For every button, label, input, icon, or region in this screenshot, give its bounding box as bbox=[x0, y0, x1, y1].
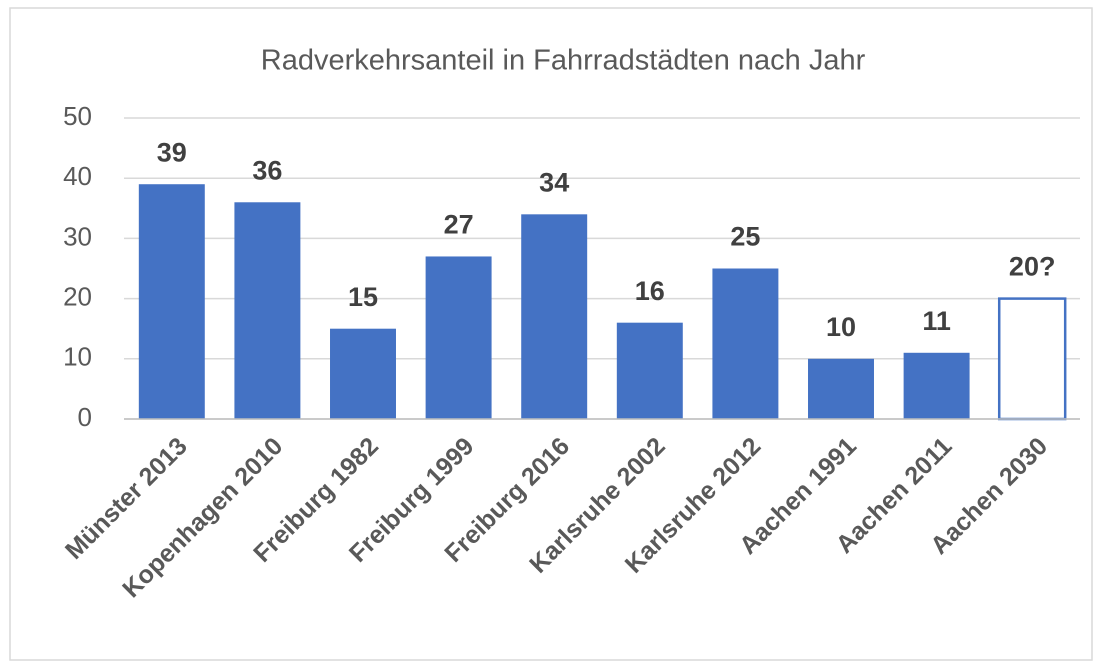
data-label: 36 bbox=[252, 155, 282, 185]
bar bbox=[521, 214, 588, 419]
y-tick-label: 20 bbox=[63, 281, 92, 311]
data-label: 16 bbox=[635, 276, 665, 306]
bar bbox=[425, 256, 492, 419]
y-tick-label: 10 bbox=[63, 342, 92, 372]
y-tick-label: 0 bbox=[78, 402, 92, 432]
bar bbox=[234, 202, 301, 419]
data-label: 25 bbox=[730, 222, 760, 252]
y-tick-label: 50 bbox=[63, 101, 92, 131]
y-tick-label: 40 bbox=[63, 161, 92, 191]
chart-title: Radverkehrsanteil in Fahrradstädten nach… bbox=[261, 45, 866, 77]
data-label: 39 bbox=[157, 137, 187, 167]
bar bbox=[903, 352, 970, 419]
bar bbox=[997, 297, 1067, 421]
y-tick-label: 30 bbox=[63, 221, 92, 251]
data-label: 34 bbox=[539, 167, 569, 197]
bar bbox=[808, 358, 874, 419]
data-label: 20? bbox=[1009, 252, 1056, 282]
data-label: 27 bbox=[444, 210, 474, 240]
bar bbox=[712, 268, 779, 419]
data-label: 10 bbox=[826, 312, 856, 342]
bar bbox=[616, 322, 683, 419]
data-label: 11 bbox=[922, 306, 951, 336]
bar bbox=[138, 184, 205, 419]
data-label: 15 bbox=[348, 282, 378, 312]
bar bbox=[330, 328, 396, 419]
